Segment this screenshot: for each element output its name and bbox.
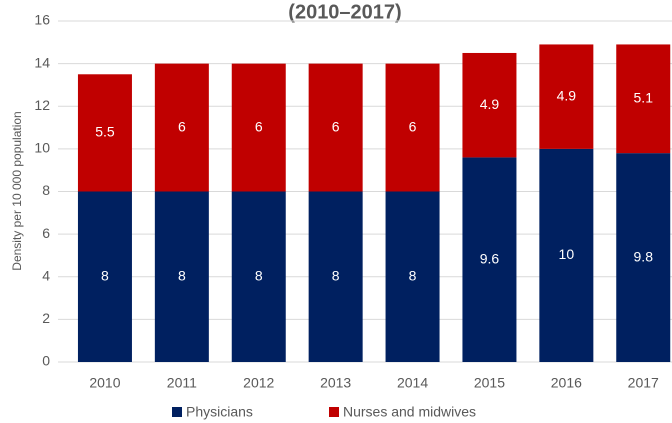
data-label: 5.1: [634, 89, 654, 105]
bar-segment: [539, 44, 594, 149]
y-axis-label: Density per 10 000 population: [10, 111, 24, 270]
y-tick-label: 8: [42, 182, 50, 198]
x-tick-label: 2017: [628, 375, 659, 391]
bar-segment: [77, 74, 132, 192]
data-label: 6: [332, 118, 340, 134]
data-label: 6: [409, 118, 417, 134]
bar-segment: [385, 63, 440, 192]
bar-segment: [462, 52, 517, 158]
bar-segment: [616, 153, 671, 362]
legend-swatch: [329, 407, 339, 417]
y-tick-label: 2: [42, 310, 50, 326]
data-label: 9.6: [480, 250, 500, 266]
data-label: 6: [255, 118, 263, 134]
data-label: 8: [101, 267, 109, 283]
x-tick-label: 2011: [167, 375, 197, 391]
data-label: 8: [255, 267, 263, 283]
y-tick-label: 6: [42, 225, 50, 241]
data-label: 8: [409, 267, 417, 283]
data-label: 4.9: [557, 87, 577, 103]
y-tick-label: 14: [34, 54, 50, 70]
x-tick-label: 2014: [397, 375, 428, 391]
y-tick-label: 12: [34, 97, 50, 113]
bar-segment: [308, 63, 363, 192]
legend-swatch: [172, 407, 182, 417]
y-tick-label: 10: [34, 140, 50, 156]
bar-segment: [231, 191, 286, 362]
x-tick-label: 2012: [243, 375, 274, 391]
bar-segment: [154, 191, 209, 362]
data-label: 4.9: [480, 96, 500, 112]
bar-segment: [462, 157, 517, 362]
y-tick-label: 0: [42, 353, 50, 369]
bar-segment: [616, 44, 671, 154]
data-label: 8: [178, 267, 186, 283]
x-tick-label: 2016: [551, 375, 582, 391]
x-tick-label: 2015: [474, 375, 505, 391]
data-label: 5.5: [95, 124, 115, 140]
bar-segment: [231, 63, 286, 192]
bar-segment: [539, 148, 594, 362]
legend-label: Physicians: [186, 404, 253, 420]
bar-segment: [77, 191, 132, 362]
data-label: 6: [178, 118, 186, 134]
legend-label: Nurses and midwives: [343, 404, 476, 420]
chart-title: (2010–2017): [288, 1, 401, 23]
data-label: 10: [559, 246, 575, 262]
x-tick-label: 2013: [320, 375, 351, 391]
bar-segment: [385, 191, 440, 362]
bar-segment: [154, 63, 209, 192]
data-label: 8: [332, 267, 340, 283]
bar-segment: [308, 191, 363, 362]
data-label: 9.8: [634, 248, 654, 264]
y-tick-label: 16: [34, 12, 50, 28]
x-tick-label: 2010: [89, 375, 120, 391]
y-tick-label: 4: [42, 267, 50, 283]
